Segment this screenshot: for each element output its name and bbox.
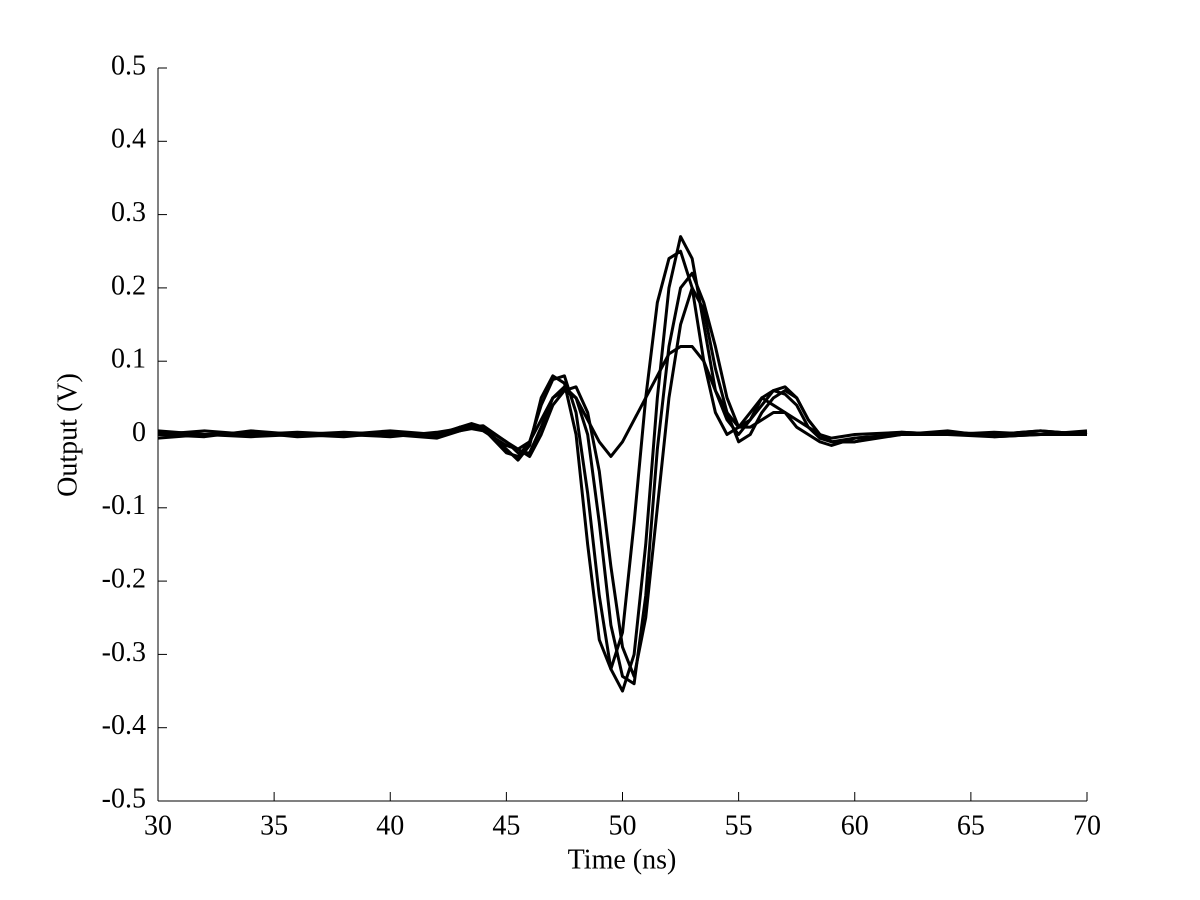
series-line xyxy=(157,249,1088,671)
y-tick-label: -0.5 xyxy=(102,783,146,814)
y-tick-label: -0.1 xyxy=(102,490,146,521)
series-line xyxy=(157,345,1087,458)
x-axis-label: Time (ns) xyxy=(568,844,677,875)
y-tick-label: 0.3 xyxy=(111,197,146,228)
y-tick-label: 0.5 xyxy=(111,50,146,81)
y-tick-label: -0.2 xyxy=(102,564,146,595)
x-tick-label: 40 xyxy=(376,810,404,841)
x-tick-label: 65 xyxy=(957,810,985,841)
x-tick-label: 50 xyxy=(609,810,637,841)
x-tick-label: 45 xyxy=(492,810,520,841)
y-tick-label: -0.4 xyxy=(102,710,146,741)
x-tick-label: 35 xyxy=(260,810,288,841)
series-line xyxy=(157,271,1088,686)
series-line xyxy=(157,286,1088,678)
y-tick-label: 0.4 xyxy=(111,124,146,155)
y-tick-label: 0.2 xyxy=(111,270,146,301)
y-tick-label: 0 xyxy=(132,417,146,448)
x-tick-label: 30 xyxy=(144,810,172,841)
y-axis-label: Output (V) xyxy=(52,373,83,497)
x-tick-label: 60 xyxy=(841,810,869,841)
x-tick-label: 70 xyxy=(1073,810,1101,841)
x-tick-label: 55 xyxy=(725,810,753,841)
y-tick-label: -0.3 xyxy=(102,637,146,668)
y-tick-label: 0.1 xyxy=(111,344,146,375)
